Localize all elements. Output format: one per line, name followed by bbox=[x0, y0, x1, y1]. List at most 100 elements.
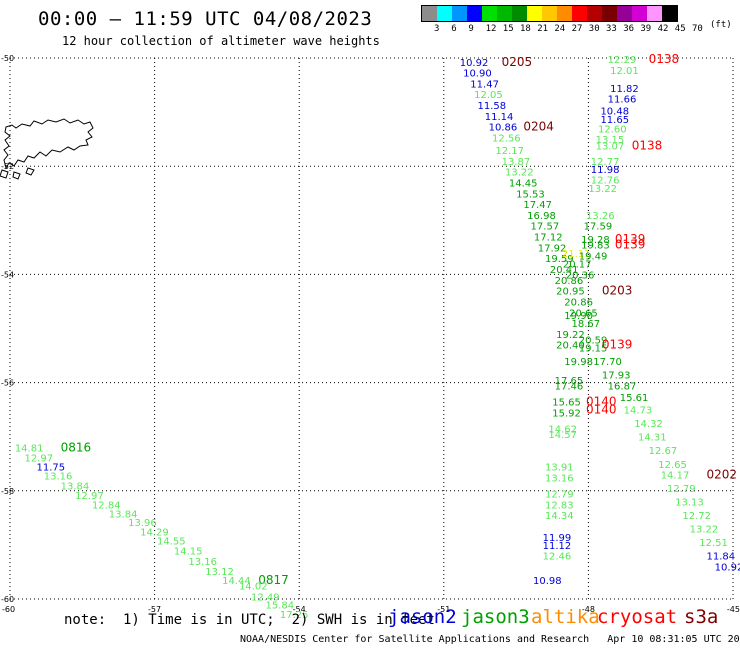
wave-height-value: 19.22 bbox=[556, 330, 585, 341]
credit-line: NOAA/NESDIS Center for Satellite Applica… bbox=[240, 634, 740, 645]
map-title: 00:00 – 11:59 UTC 04/08/2023 bbox=[38, 8, 373, 30]
legend-tick: 6 bbox=[451, 24, 457, 34]
legend-tick: 3 bbox=[434, 24, 440, 34]
legend-tick: 36 bbox=[623, 24, 635, 34]
legend-swatch bbox=[602, 6, 617, 21]
wave-height-value: 13.87 bbox=[502, 157, 531, 168]
wave-height-value: 17.47 bbox=[523, 200, 552, 211]
wave-height-value: 14.15 bbox=[174, 546, 203, 557]
legend-swatch bbox=[572, 6, 587, 21]
wave-height-value: 15.65 bbox=[552, 398, 581, 409]
wave-height-value: 12.83 bbox=[545, 500, 574, 511]
wave-height-value: 19.98 bbox=[564, 357, 593, 368]
lon-tick-label: -57 bbox=[148, 605, 161, 614]
satellite-s3a: s3a bbox=[684, 606, 719, 628]
legend-tick: 18 bbox=[520, 24, 531, 34]
satellite-jason2: jason2 bbox=[388, 606, 457, 628]
satellite-cryosat: cryosat bbox=[597, 606, 678, 628]
lat-tick-label: -54 bbox=[1, 270, 14, 279]
satellite-altika: altika bbox=[531, 606, 600, 628]
wave-height-value: 19.49 bbox=[579, 251, 608, 262]
wave-height-value: 13.13 bbox=[675, 498, 704, 509]
wave-height-value: 13.16 bbox=[545, 473, 574, 484]
lon-tick-label: -51 bbox=[437, 605, 450, 614]
legend-swatch bbox=[422, 6, 437, 21]
wave-height-value: 16.98 bbox=[527, 211, 556, 222]
legend-tick: 70 bbox=[692, 24, 703, 34]
wave-height-value: 19.59 bbox=[545, 254, 574, 265]
wave-height-value: 10.48 bbox=[600, 106, 629, 117]
wave-height-value: 14.81 bbox=[15, 444, 44, 455]
wave-height-value: 16.87 bbox=[608, 381, 637, 392]
wave-height-value: 13.15 bbox=[596, 135, 625, 146]
pass-time-label: 0817 bbox=[258, 573, 289, 587]
pass-time-label: 0140 bbox=[586, 395, 617, 409]
wave-height-value: 11.75 bbox=[37, 462, 66, 473]
legend-tick: 24 bbox=[554, 24, 566, 34]
wave-height-value: 12.51 bbox=[699, 538, 728, 549]
legend-unit: (ft) bbox=[710, 20, 732, 30]
legend-tick: 27 bbox=[571, 24, 583, 34]
wave-height-value: 10.86 bbox=[489, 123, 518, 134]
wave-height-value: 13.22 bbox=[505, 168, 534, 179]
legend-swatch bbox=[557, 6, 572, 21]
legend-tick: 45 bbox=[674, 24, 686, 34]
wave-height-value: 12.05 bbox=[474, 90, 503, 101]
legend-swatch bbox=[662, 6, 677, 21]
legend-tick: 33 bbox=[606, 24, 617, 34]
wave-height-value: 12.60 bbox=[598, 124, 627, 135]
wave-height-value: 12.49 bbox=[251, 592, 280, 603]
wave-height-value: 20.59 bbox=[579, 335, 608, 346]
wave-height-value: 17.12 bbox=[534, 233, 563, 244]
wave-height-value: 12.56 bbox=[492, 134, 521, 145]
wave-height-value: 13.22 bbox=[588, 184, 617, 195]
wave-height-value: 12.97 bbox=[75, 491, 104, 502]
wave-height-value: 14.45 bbox=[509, 178, 538, 189]
pass-time-label: 0140 bbox=[586, 403, 617, 417]
wave-height-value: 11.82 bbox=[610, 84, 639, 95]
wave-height-value: 17.65 bbox=[555, 376, 584, 387]
wave-height-value: 20.36 bbox=[566, 270, 595, 281]
wave-height-value: 13.96 bbox=[128, 518, 157, 529]
wave-height-value: 13.22 bbox=[690, 525, 719, 536]
wave-height-value: 15.84 bbox=[265, 600, 294, 611]
lon-tick-label: -48 bbox=[582, 605, 595, 614]
wave-height-value: 20.40 bbox=[556, 341, 585, 352]
wave-height-value: 14.31 bbox=[638, 433, 667, 444]
lat-tick-label: -58 bbox=[1, 487, 14, 496]
wave-height-value: 10.92 bbox=[715, 563, 740, 574]
wave-height-value: 15.61 bbox=[620, 393, 649, 404]
wave-height-value: 13.91 bbox=[545, 462, 574, 473]
wave-height-value: 12.84 bbox=[92, 500, 121, 511]
wave-height-value: 14.02 bbox=[239, 581, 268, 592]
legend-ticks: 3 6 9 12 15 18 21 24 27 30 33 36 39 42 45 70 bbox=[421, 22, 703, 36]
wave-height-value: 12.72 bbox=[682, 511, 711, 522]
wave-height-value: 17.70 bbox=[593, 357, 622, 368]
wave-height-value: 14.62 bbox=[548, 425, 577, 436]
wave-height-value: 13.84 bbox=[61, 481, 90, 492]
wave-height-value: 11.84 bbox=[706, 552, 735, 563]
falkland-islands-land bbox=[0, 118, 94, 180]
legend-tick: 12 bbox=[485, 24, 497, 34]
legend-tick: 15 bbox=[502, 24, 514, 34]
wave-height-value: 18.67 bbox=[572, 319, 601, 330]
wave-height-value: 13.16 bbox=[188, 557, 217, 568]
wave-height-value: 11.12 bbox=[543, 541, 572, 552]
wave-height-value: 12.79 bbox=[545, 490, 574, 501]
wave-height-value: 12.76 bbox=[591, 176, 620, 187]
wave-height-value: 21.11 bbox=[562, 249, 591, 260]
wave-height-value: 14.73 bbox=[624, 406, 653, 417]
legend-tick: 9 bbox=[468, 24, 474, 34]
pass-time-label: 0139 bbox=[615, 232, 646, 246]
legend-swatch bbox=[497, 6, 512, 21]
wave-height-value: 10.92 bbox=[460, 58, 489, 69]
wave-height-value: 14.44 bbox=[222, 576, 251, 587]
lat-lon-grid bbox=[9, 57, 734, 600]
wave-height-value: 13.07 bbox=[596, 142, 625, 153]
legend-swatch bbox=[632, 6, 647, 21]
color-legend: 3 6 9 12 15 18 21 24 27 30 33 36 39 42 45 70 bbox=[421, 5, 703, 36]
wave-height-value: 14.57 bbox=[548, 430, 577, 441]
map-subtitle: 12 hour collection of altimeter wave hei… bbox=[62, 34, 380, 48]
wave-height-value: 12.79 bbox=[667, 484, 696, 495]
wave-height-value: 11.14 bbox=[485, 112, 514, 123]
